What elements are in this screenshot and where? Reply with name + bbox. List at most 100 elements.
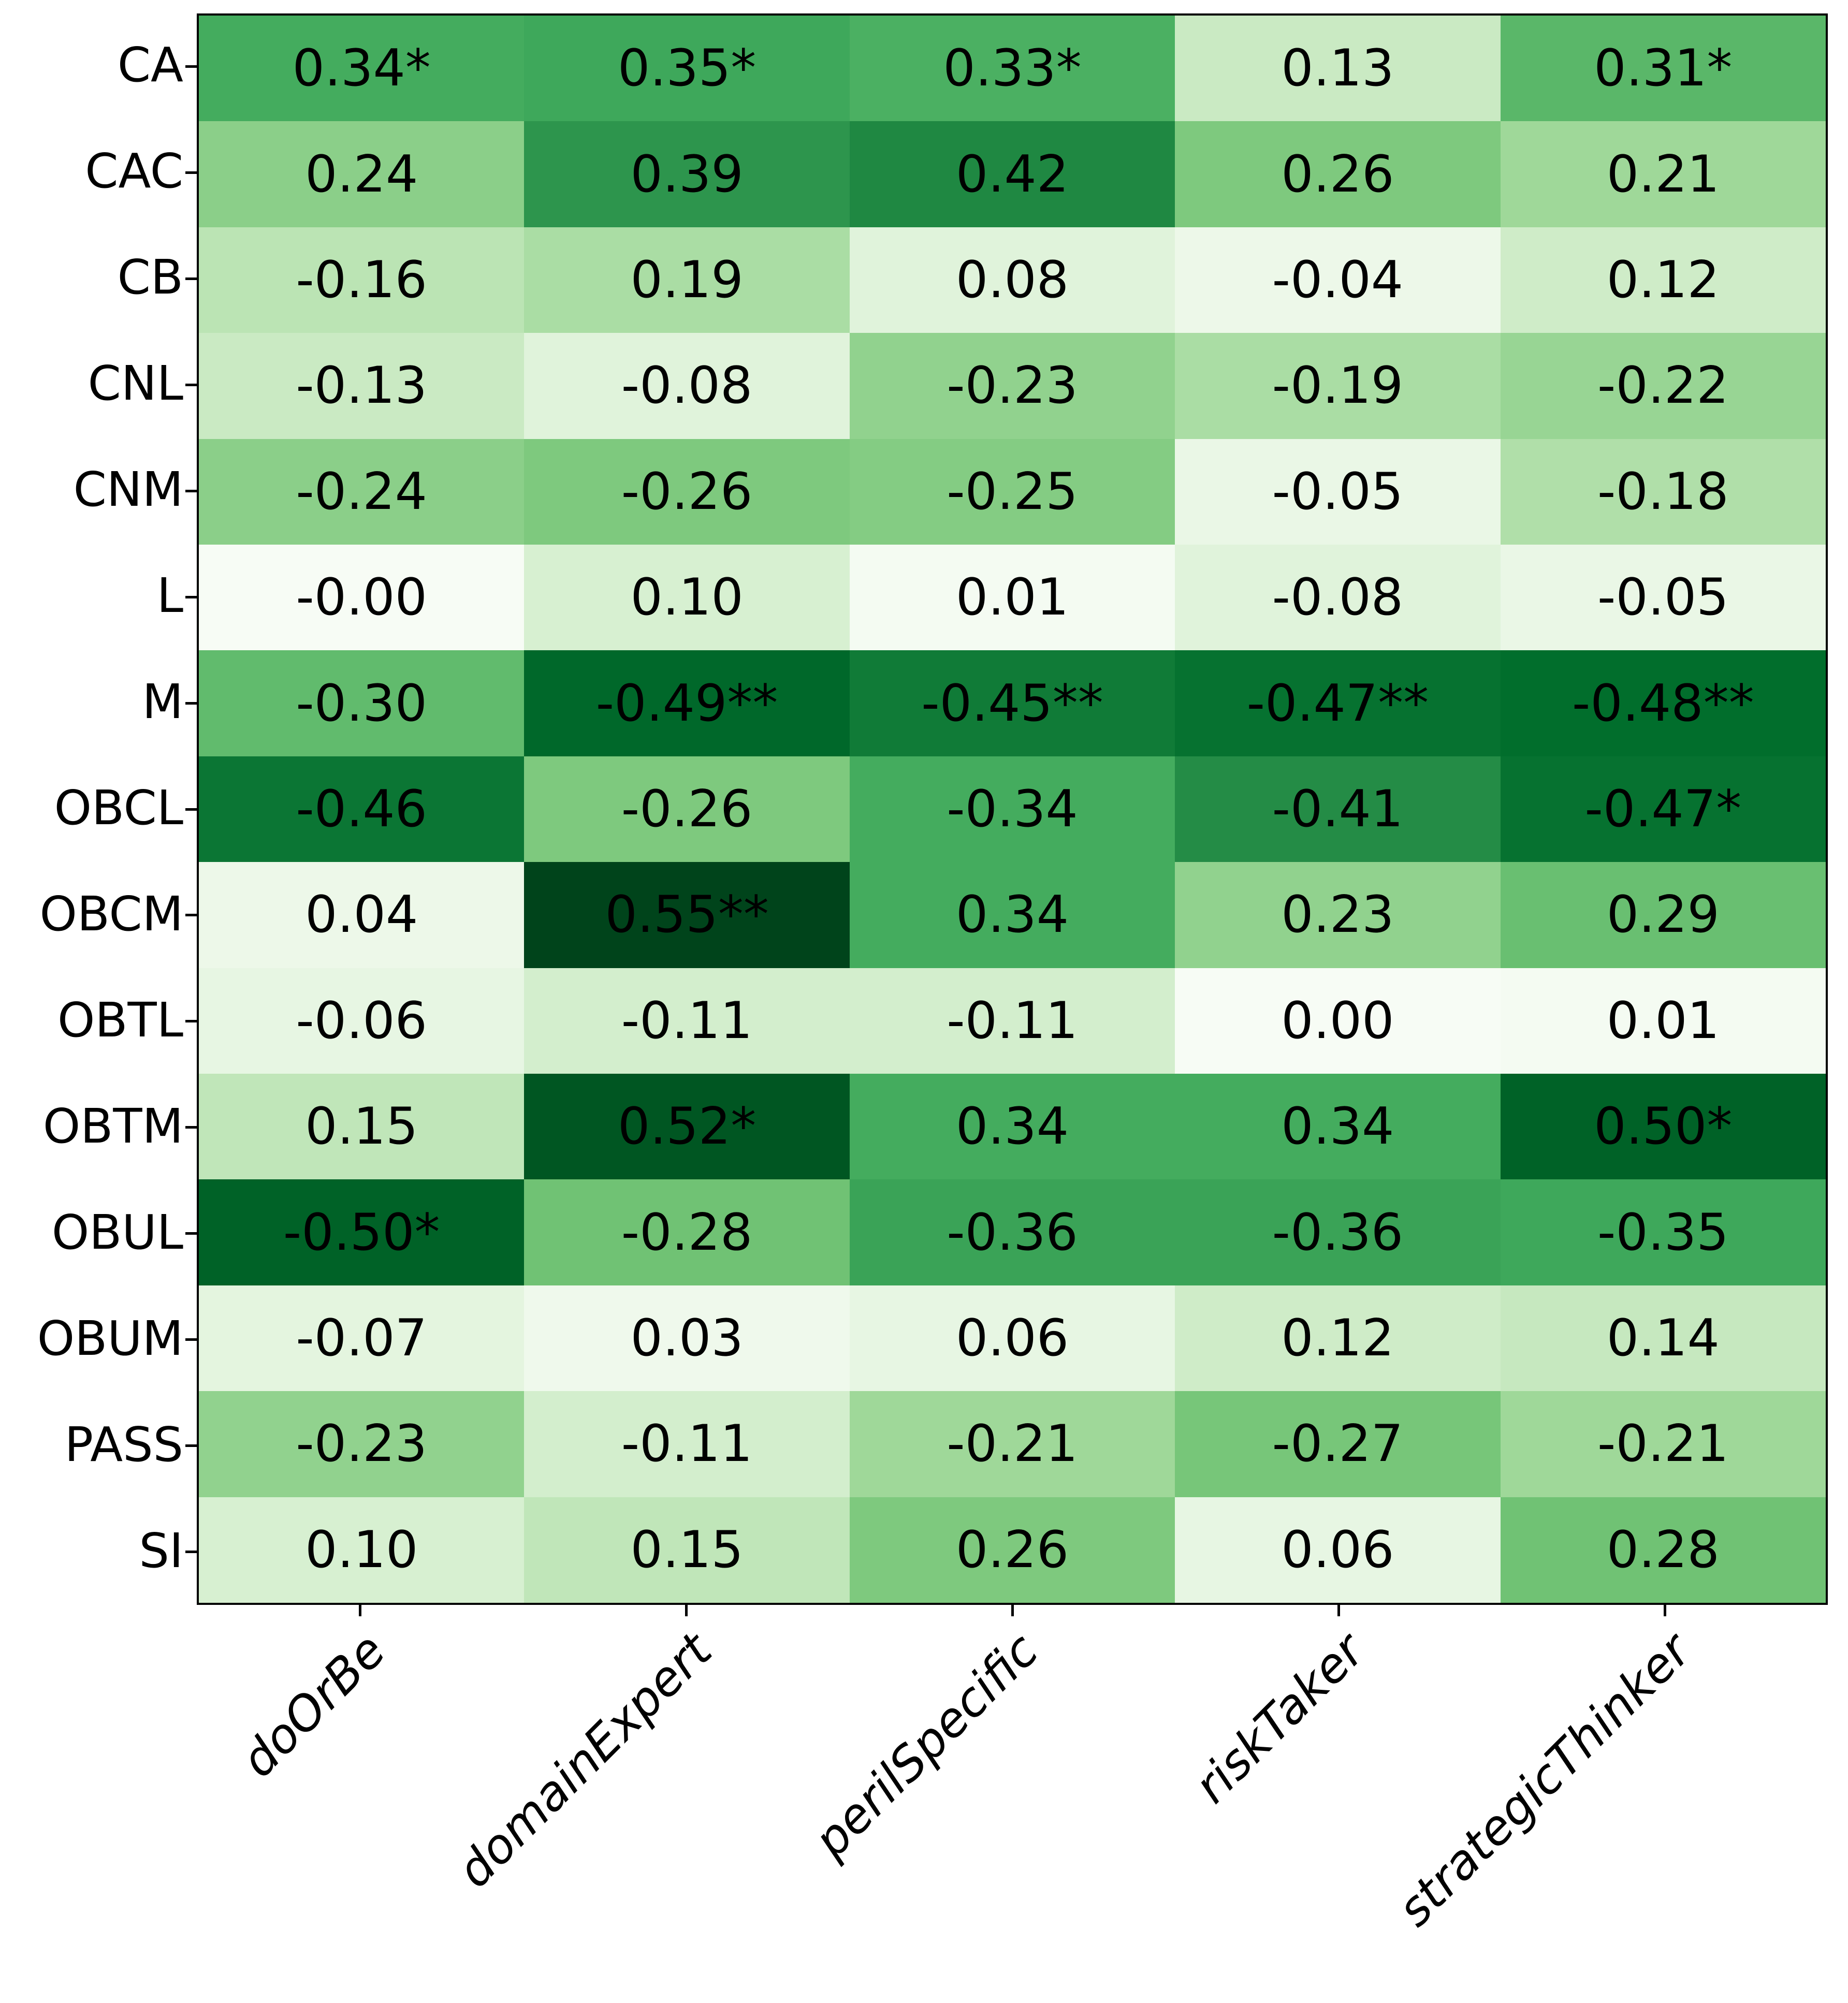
row-label-obcm: OBCM — [39, 886, 183, 942]
row-label-pass: PASS — [64, 1416, 183, 1472]
heatmap-cell: -0.04 — [1175, 227, 1501, 333]
heatmap-cell: -0.34 — [849, 756, 1175, 862]
heatmap-cell: 0.34 — [1175, 1073, 1501, 1180]
row-label-obul: OBUL — [51, 1204, 183, 1260]
heatmap-cell: 0.01 — [849, 544, 1175, 651]
heatmap-cell: -0.23 — [199, 1391, 525, 1497]
heatmap-cell: -0.08 — [1175, 544, 1501, 651]
col-label-doorbe: doOrBe — [230, 1622, 397, 1788]
heatmap-cell: 0.13 — [1175, 16, 1501, 122]
heatmap-cell: -0.13 — [199, 333, 525, 439]
heatmap-cell: 0.23 — [1175, 862, 1501, 968]
heatmap-cell: -0.11 — [524, 1391, 850, 1497]
x-tick — [685, 1605, 688, 1616]
heatmap-cell: 0.10 — [524, 544, 850, 651]
col-label-domainexpert: domainExpert — [446, 1622, 723, 1898]
heatmap-cell: -0.48** — [1500, 650, 1826, 756]
heatmap-cell: -0.08 — [524, 333, 850, 439]
heatmap-cell: -0.41 — [1175, 756, 1501, 862]
heatmap-cell: 0.26 — [849, 1497, 1175, 1603]
x-tick — [358, 1605, 361, 1616]
row-label-cac: CAC — [85, 143, 183, 199]
y-tick — [185, 1232, 197, 1235]
heatmap-cell: 0.55** — [524, 862, 850, 968]
heatmap-cell: 0.31* — [1500, 16, 1826, 122]
heatmap-cell: 0.34 — [849, 1073, 1175, 1180]
y-tick — [185, 277, 197, 280]
heatmap-cell: -0.26 — [524, 756, 850, 862]
heatmap-cell: -0.07 — [199, 1285, 525, 1392]
y-tick — [185, 914, 197, 917]
y-tick — [185, 1126, 197, 1129]
heatmap-cell: 0.19 — [524, 227, 850, 333]
heatmap-cell: 0.42 — [849, 121, 1175, 227]
heatmap-cell: 0.21 — [1500, 121, 1826, 227]
heatmap-cell: 0.14 — [1500, 1285, 1826, 1392]
col-label-risktaker: riskTaker — [1183, 1622, 1375, 1814]
heatmap-cell: -0.46 — [199, 756, 525, 862]
heatmap-cell: -0.11 — [524, 968, 850, 1074]
heatmap-cell: -0.21 — [849, 1391, 1175, 1497]
heatmap-cell: -0.19 — [1175, 333, 1501, 439]
heatmap-cell: 0.04 — [199, 862, 525, 968]
x-tick — [1011, 1605, 1014, 1616]
heatmap-cell: 0.52* — [524, 1073, 850, 1180]
heatmap-cell: -0.23 — [849, 333, 1175, 439]
heatmap-cell: -0.16 — [199, 227, 525, 333]
row-label-obtm: OBTM — [42, 1098, 183, 1154]
heatmap-cell: -0.22 — [1500, 333, 1826, 439]
row-label-ca: CA — [117, 37, 183, 93]
heatmap-cell: 0.50* — [1500, 1073, 1826, 1180]
heatmap-cell: -0.47** — [1175, 650, 1501, 756]
heatmap-cell: 0.00 — [1175, 968, 1501, 1074]
y-tick — [185, 595, 197, 598]
heatmap-cell: -0.35 — [1500, 1179, 1826, 1285]
heatmap-cell: 0.33* — [849, 16, 1175, 122]
col-label-perilspecific: perilSpecific — [803, 1622, 1049, 1868]
heatmap-cell: -0.25 — [849, 438, 1175, 545]
row-label-obtl: OBTL — [57, 992, 183, 1048]
heatmap-cell: 0.15 — [524, 1497, 850, 1603]
heatmap-cell: 0.39 — [524, 121, 850, 227]
heatmap-cell: -0.50* — [199, 1179, 525, 1285]
heatmap-cell: -0.05 — [1175, 438, 1501, 545]
heatmap-cell: -0.30 — [199, 650, 525, 756]
heatmap-cell: -0.47* — [1500, 756, 1826, 862]
heatmap-cell: 0.03 — [524, 1285, 850, 1392]
heatmap-cell: 0.24 — [199, 121, 525, 227]
heatmap-cell: -0.28 — [524, 1179, 850, 1285]
heatmap-cell: -0.11 — [849, 968, 1175, 1074]
heatmap-cell: -0.26 — [524, 438, 850, 545]
heatmap-cell: -0.18 — [1500, 438, 1826, 545]
y-tick — [185, 383, 197, 386]
heatmap-cell: -0.27 — [1175, 1391, 1501, 1497]
y-tick — [185, 1338, 197, 1341]
heatmap-cell: -0.36 — [849, 1179, 1175, 1285]
row-label-obum: OBUM — [37, 1310, 183, 1366]
heatmap-cell: -0.06 — [199, 968, 525, 1074]
heatmap-grid: 0.34* 0.35* 0.33* 0.13 0.31* 0.24 0.39 0.42 0.26… — [197, 13, 1828, 1605]
heatmap-cell: 0.34 — [849, 862, 1175, 968]
heatmap-cell: 0.34* — [199, 16, 525, 122]
heatmap-cell: 0.15 — [199, 1073, 525, 1180]
y-tick — [185, 1551, 197, 1554]
x-tick — [1663, 1605, 1666, 1616]
row-label-si: SI — [139, 1523, 183, 1578]
row-label-l: L — [156, 568, 183, 624]
row-label-cnm: CNM — [73, 462, 183, 518]
heatmap-cell: 0.06 — [849, 1285, 1175, 1392]
y-tick — [185, 489, 197, 492]
y-tick — [185, 701, 197, 705]
heatmap-cell: -0.05 — [1500, 544, 1826, 651]
heatmap-cell: -0.00 — [199, 544, 525, 651]
heatmap-cell: -0.49** — [524, 650, 850, 756]
heatmap-cell: 0.12 — [1500, 227, 1826, 333]
row-label-cnl: CNL — [88, 356, 183, 412]
heatmap-cell: 0.06 — [1175, 1497, 1501, 1603]
heatmap-cell: -0.24 — [199, 438, 525, 545]
row-label-obcl: OBCL — [54, 780, 183, 836]
y-tick — [185, 1444, 197, 1448]
heatmap-cell: -0.21 — [1500, 1391, 1826, 1497]
row-label-cb: CB — [117, 250, 183, 305]
y-tick — [185, 1020, 197, 1023]
